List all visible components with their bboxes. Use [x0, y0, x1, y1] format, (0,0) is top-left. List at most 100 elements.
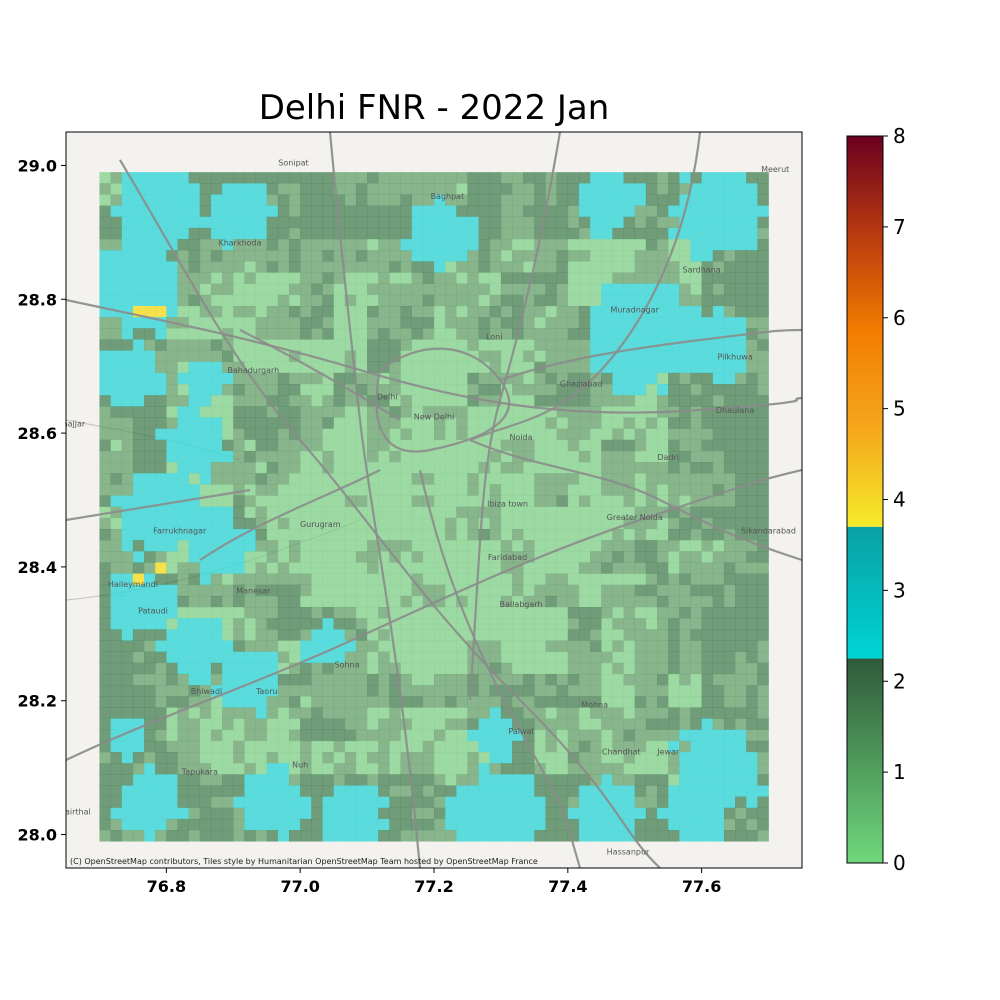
- raster-cell: [121, 696, 134, 708]
- raster-cell: [523, 473, 535, 485]
- raster-cell: [467, 551, 479, 563]
- raster-cell: [601, 562, 613, 574]
- raster-cell: [567, 618, 580, 630]
- raster-cell: [523, 651, 535, 664]
- raster-cell: [612, 350, 624, 363]
- raster-cell: [634, 785, 647, 797]
- raster-cell: [701, 707, 714, 719]
- raster-cell: [456, 818, 468, 831]
- raster-cell: [132, 194, 145, 206]
- raster-cell: [634, 339, 647, 351]
- raster-cell: [411, 796, 424, 809]
- raster-cell: [255, 718, 268, 731]
- raster-cell: [601, 194, 613, 206]
- raster-cell: [578, 239, 591, 251]
- raster-cell: [266, 830, 279, 842]
- raster-cell: [478, 406, 491, 418]
- raster-cell: [166, 428, 178, 441]
- raster-cell: [322, 395, 334, 407]
- raster-cell: [389, 774, 401, 786]
- raster-cell: [311, 562, 323, 574]
- raster-cell: [612, 239, 624, 251]
- raster-cell: [489, 573, 502, 586]
- raster-cell: [177, 607, 189, 619]
- raster-cell: [222, 517, 234, 530]
- raster-cell: [735, 216, 747, 229]
- raster-cell: [712, 473, 725, 485]
- raster-cell: [389, 662, 401, 675]
- raster-cell: [712, 528, 725, 541]
- raster-cell: [523, 707, 535, 719]
- raster-cell: [578, 484, 591, 496]
- raster-cell: [110, 428, 123, 441]
- raster-cell: [289, 484, 301, 496]
- raster-cell: [567, 183, 580, 195]
- raster-cell: [121, 339, 134, 351]
- raster-cell: [333, 540, 346, 552]
- raster-cell: [411, 272, 424, 284]
- raster-cell: [735, 551, 747, 563]
- raster-cell: [333, 595, 346, 608]
- raster-cell: [445, 696, 457, 708]
- raster-cell: [289, 629, 301, 641]
- raster-cell: [210, 551, 223, 563]
- raster-cell: [289, 227, 301, 240]
- raster-cell: [556, 740, 569, 753]
- raster-cell: [244, 305, 256, 318]
- raster-cell: [222, 551, 234, 563]
- raster-cell: [445, 417, 457, 429]
- raster-cell: [277, 640, 290, 652]
- raster-cell-high: [155, 562, 167, 574]
- raster-cell: [534, 818, 546, 831]
- raster-cell: [601, 261, 613, 273]
- raster-cell: [612, 450, 624, 463]
- raster-cell: [590, 194, 602, 206]
- raster-cell: [735, 707, 747, 719]
- raster-cell: [623, 372, 636, 385]
- raster-cell: [512, 763, 524, 775]
- raster-cell: [434, 395, 446, 407]
- raster-cell: [166, 629, 178, 641]
- raster-cell: [244, 685, 256, 697]
- raster-cell: [222, 785, 234, 797]
- raster-cell: [445, 774, 457, 786]
- raster-cell: [679, 551, 691, 563]
- raster-cell: [523, 696, 535, 708]
- raster-cell: [411, 227, 424, 240]
- raster-cell: [723, 818, 736, 831]
- raster-cell: [266, 294, 279, 307]
- raster-cell: [556, 551, 569, 563]
- raster-cell: [434, 361, 446, 374]
- raster-cell: [612, 629, 624, 641]
- raster-cell: [355, 294, 368, 307]
- raster-cell: [723, 752, 736, 764]
- raster-cell: [132, 205, 145, 218]
- raster-cell: [311, 450, 323, 463]
- raster-cell: [300, 796, 312, 809]
- raster-cell: [222, 774, 234, 786]
- raster-cell: [445, 740, 457, 753]
- raster-cell: [322, 673, 334, 686]
- raster-cell: [389, 584, 401, 597]
- place-label: Noida: [509, 433, 532, 442]
- raster-cell: [757, 796, 769, 809]
- raster-cell: [367, 796, 379, 809]
- raster-cell: [422, 227, 435, 240]
- raster-cell: [355, 807, 368, 820]
- raster-cell: [467, 818, 479, 831]
- raster-cell: [233, 562, 245, 574]
- raster-cell: [132, 372, 145, 385]
- raster-cell: [389, 696, 401, 708]
- raster-cell: [233, 618, 245, 630]
- raster-cell: [422, 417, 435, 429]
- raster-cell: [434, 707, 446, 719]
- raster-cell: [657, 172, 669, 184]
- raster-cell: [277, 428, 290, 441]
- raster-cell: [567, 328, 580, 340]
- raster-cell: [489, 339, 502, 351]
- raster-cell: [110, 384, 123, 396]
- raster-cell: [311, 272, 323, 284]
- raster-cell: [378, 194, 390, 206]
- raster-cell: [723, 584, 736, 597]
- raster-cell: [456, 305, 468, 318]
